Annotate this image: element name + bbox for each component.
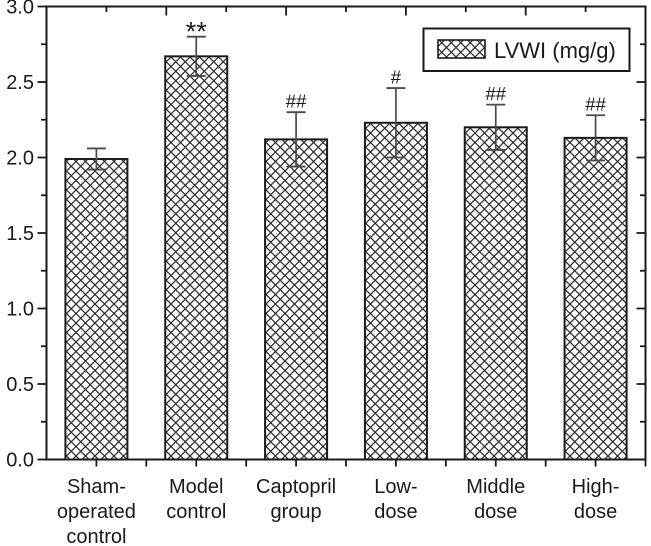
x-category-label: Middle <box>466 476 525 498</box>
y-tick-label: 0.0 <box>6 450 34 472</box>
bar <box>164 55 229 461</box>
x-category-label: group <box>271 501 322 523</box>
significance-marker: ## <box>485 83 506 104</box>
significance-marker: ## <box>585 94 606 115</box>
legend-swatch <box>437 39 486 59</box>
bar <box>463 126 528 461</box>
legend-label: LVWI (mg/g) <box>494 38 616 63</box>
x-category-label: dose <box>474 501 517 523</box>
significance-marker: ## <box>286 91 307 112</box>
x-category-label: Captopril <box>256 476 336 498</box>
y-tick-label: 1.0 <box>6 299 34 321</box>
y-tick-label: 3.0 <box>6 0 34 19</box>
x-category-label: Low- <box>374 476 417 498</box>
x-category-label: dose <box>374 501 417 523</box>
x-category-label: Sham- <box>67 476 126 498</box>
x-category-label: High- <box>572 476 620 498</box>
x-category-label: Model <box>169 476 223 498</box>
y-tick-label: 2.5 <box>6 72 34 94</box>
significance-marker: ** <box>186 17 208 47</box>
y-tick-label: 1.5 <box>6 223 34 245</box>
significance-marker: # <box>391 67 402 88</box>
x-category-label: control <box>166 501 226 523</box>
bar <box>563 136 628 461</box>
y-tick-label: 2.0 <box>6 148 34 170</box>
x-category-label: operated <box>57 501 136 523</box>
bar <box>64 158 129 461</box>
bar <box>264 138 329 461</box>
x-category-label: control <box>66 526 126 546</box>
x-category-label: dose <box>574 501 617 523</box>
bar <box>363 121 428 461</box>
y-tick-label: 0.5 <box>6 374 34 396</box>
